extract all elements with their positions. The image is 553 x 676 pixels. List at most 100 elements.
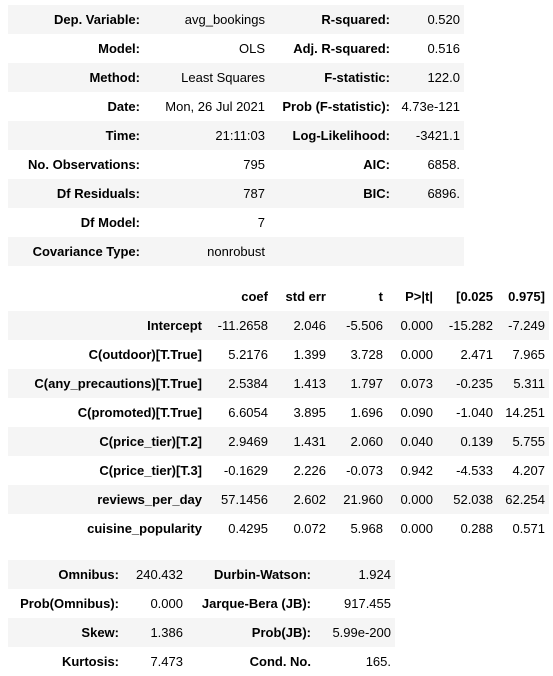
summary-value: Least Squares [144,63,269,92]
diagnostics-label: Kurtosis: [8,647,123,676]
coefficient-row: Intercept -11.2658 2.046 -5.506 0.000 -15.282… [8,311,549,340]
coefficient-value: 3.895 [272,398,330,427]
coefficient-row: cuisine_popularity 0.4295 0.072 5.968 0.000 0… [8,514,549,543]
coefficient-value: -0.1629 [206,456,272,485]
summary-value: 0.520 [394,5,464,34]
diagnostics-row: Kurtosis: 7.473 Cond. No. 165. [8,647,395,676]
coefficient-value: 0.000 [387,340,437,369]
summary-value: 7 [144,208,269,237]
coefficient-value: 0.288 [437,514,497,543]
coefficient-value: 2.471 [437,340,497,369]
coefficients-header-row: coef std err t P>|t| [0.025 0.975] [8,282,549,311]
coefficient-value: 2.046 [272,311,330,340]
summary-value: 787 [144,179,269,208]
summary-label: Log-Likelihood: [269,121,394,150]
coefficient-value: 1.696 [330,398,387,427]
coefficient-value: 7.965 [497,340,549,369]
coefficient-term: C(price_tier)[T.3] [8,456,206,485]
summary-row: No. Observations: 795 AIC: 6858. [8,150,464,179]
summary-label: Model: [8,34,144,63]
summary-value: 6858. [394,150,464,179]
coefficient-value: 5.311 [497,369,549,398]
coefficient-value: 1.413 [272,369,330,398]
summary-label: Df Model: [8,208,144,237]
coefficient-value: -1.040 [437,398,497,427]
coefficient-value: 2.9469 [206,427,272,456]
coefficient-value: 0.090 [387,398,437,427]
summary-row: Time: 21:11:03 Log-Likelihood: -3421.1 [8,121,464,150]
coefficient-value: 3.728 [330,340,387,369]
coefficient-value: 2.060 [330,427,387,456]
summary-label: AIC: [269,150,394,179]
coefficients-table: coef std err t P>|t| [0.025 0.975] Intercept -… [8,282,549,543]
diagnostics-value: 917.455 [315,589,395,618]
diagnostics-value: 7.473 [123,647,187,676]
coefficient-row: C(outdoor)[T.True] 5.2176 1.399 3.728 0.000 2… [8,340,549,369]
coefficient-value: 0.000 [387,514,437,543]
summary-value: 122.0 [394,63,464,92]
coefficient-value: -0.073 [330,456,387,485]
summary-label: F-statistic: [269,63,394,92]
coefficient-value: 0.139 [437,427,497,456]
coefficient-value: 57.1456 [206,485,272,514]
summary-label: Covariance Type: [8,237,144,266]
diagnostics-value: 165. [315,647,395,676]
summary-label: Dep. Variable: [8,5,144,34]
summary-value: nonrobust [144,237,269,266]
summary-label: Adj. R-squared: [269,34,394,63]
coefficient-value: 5.755 [497,427,549,456]
summary-value: 0.516 [394,34,464,63]
summary-label: BIC: [269,179,394,208]
coefficient-term: Intercept [8,311,206,340]
coefficient-value: 52.038 [437,485,497,514]
coefficients-column-header: t [330,282,387,311]
summary-row: Df Residuals: 787 BIC: 6896. [8,179,464,208]
diagnostics-label: Omnibus: [8,560,123,589]
coefficient-value: 0.571 [497,514,549,543]
coefficient-term: C(promoted)[T.True] [8,398,206,427]
summary-value: avg_bookings [144,5,269,34]
coefficient-row: C(any_precautions)[T.True] 2.5384 1.413 1.7… [8,369,549,398]
coefficient-value: 6.6054 [206,398,272,427]
coefficient-term: cuisine_popularity [8,514,206,543]
coefficient-value: -11.2658 [206,311,272,340]
coefficient-value: 2.5384 [206,369,272,398]
summary-row: Dep. Variable: avg_bookings R-squared: 0.52… [8,5,464,34]
coefficient-value: 14.251 [497,398,549,427]
coefficients-column-header [8,282,206,311]
summary-label: Date: [8,92,144,121]
summary-label [269,237,394,266]
coefficient-value: 0.942 [387,456,437,485]
coefficient-value: 0.040 [387,427,437,456]
coefficient-term: C(price_tier)[T.2] [8,427,206,456]
summary-label: Prob (F-statistic): [269,92,394,121]
summary-value: 795 [144,150,269,179]
summary-row: Covariance Type: nonrobust [8,237,464,266]
model-summary-table: Dep. Variable: avg_bookings R-squared: 0.52… [8,5,464,266]
coefficient-value: -15.282 [437,311,497,340]
summary-value: OLS [144,34,269,63]
coefficient-value: 0.4295 [206,514,272,543]
coefficient-value: 1.399 [272,340,330,369]
diagnostics-label: Cond. No. [187,647,315,676]
diagnostics-label: Prob(JB): [187,618,315,647]
diagnostics-value: 0.000 [123,589,187,618]
diagnostics-label: Durbin-Watson: [187,560,315,589]
coefficients-column-header: coef [206,282,272,311]
summary-row: Method: Least Squares F-statistic: 122.0 [8,63,464,92]
coefficients-column-header: std err [272,282,330,311]
summary-value: Mon, 26 Jul 2021 [144,92,269,121]
coefficient-value: 0.073 [387,369,437,398]
coefficient-value: 5.2176 [206,340,272,369]
coefficient-value: -0.235 [437,369,497,398]
coefficient-term: C(any_precautions)[T.True] [8,369,206,398]
coefficient-term: reviews_per_day [8,485,206,514]
coefficients-column-header: P>|t| [387,282,437,311]
summary-value [394,237,464,266]
diagnostics-label: Skew: [8,618,123,647]
summary-value: 21:11:03 [144,121,269,150]
diagnostics-value: 5.99e-200 [315,618,395,647]
coefficient-row: C(price_tier)[T.3] -0.1629 2.226 -0.073 0.94… [8,456,549,485]
diagnostics-row: Omnibus: 240.432 Durbin-Watson: 1.924 [8,560,395,589]
summary-value: 6896. [394,179,464,208]
